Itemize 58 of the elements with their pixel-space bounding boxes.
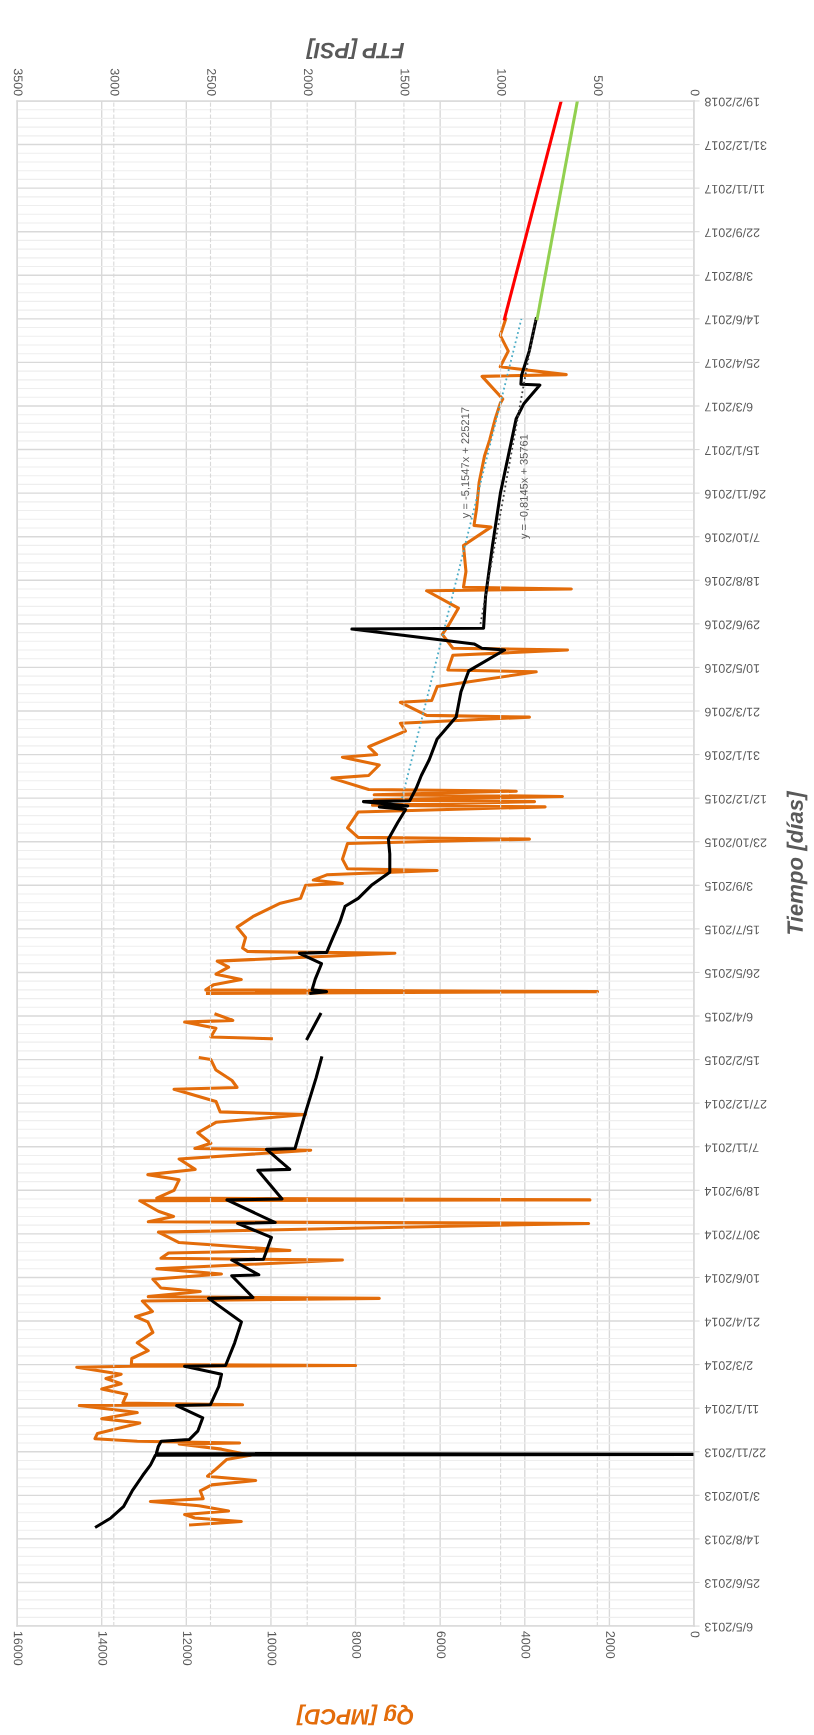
y-tick-label: 21/3/2016 [704,707,760,717]
y-tick-label: 25/6/2013 [704,1579,760,1589]
x2-tick-label: 3500 [13,68,23,96]
x-tick-label: 12000 [182,1631,192,1666]
y-axis-title: Tiempo [días] [786,790,808,934]
x2-tick-label: 1500 [400,69,410,96]
y-tick-label: 21/4/2014 [704,1317,760,1327]
y-tick-label: 27/12/2014 [704,1099,767,1109]
x2-axis-title: FTP [PSI] [305,38,405,60]
x2-tick-label: 3000 [110,68,120,96]
annotation: y = -5,1547x + 225217 [461,407,472,519]
y-tick-label: 6/4/2015 [704,1012,753,1022]
x2-tick-label: 2500 [207,68,216,96]
x2-tick-label: 2000 [303,68,313,96]
y-tick-label: 26/5/2015 [704,969,760,979]
x-tick-label: 10000 [267,1631,277,1666]
y-tick-label: 22/11/2013 [704,1448,766,1458]
y-tick-label: 11/1/2014 [704,1404,759,1414]
x-tick-label: 8000 [352,1631,362,1659]
y-tick-label: 7/11/2014 [704,1143,759,1153]
y-tick-label: 22/9/2017 [705,228,760,238]
y-tick-label: 29/6/2016 [704,620,760,630]
y-tick-label: 18/8/2016 [704,576,760,587]
y-tick-label: 15/2/2015 [704,1056,760,1066]
x-tick-label: 16000 [13,1631,23,1666]
y-tick-label: 2/3/2014 [704,1361,753,1371]
y-tick-label: 23/10/2015 [704,838,767,848]
y-tick-label: 6/3/2017 [705,402,753,412]
y-tick-label: 15/1/2017 [705,446,760,456]
x-axis-title: Qg [MPCD] [296,1704,414,1726]
y-tick-label: 11/11/2017 [705,184,765,194]
y-tick-label: 25/4/2017 [705,359,760,369]
y-tick-label: 19/2/2018 [704,97,760,107]
x-tick-label: 14000 [98,1631,108,1666]
y-tick-label: 10/6/2014 [704,1274,760,1284]
x2-tick-label: 500 [593,75,603,96]
y-tick-label: 3/9/2015 [704,881,753,892]
y-tick-label: 31/1/2016 [704,751,760,761]
x2-tick-label: 0 [690,89,700,96]
y-tick-label: 18/9/2014 [704,1186,760,1197]
x2-tick-label: 1000 [497,69,507,96]
annotation: y = -0,8145x + 35761 [519,434,530,540]
y-tick-label: 12/12/2015 [704,794,767,804]
y-tick-label: 14/8/2013 [704,1535,760,1545]
y-tick-label: 26/11/2016 [704,489,766,499]
x-tick-label: 2000 [606,1631,615,1659]
y-tick-label: 6/5/2013 [704,1622,753,1632]
y-tick-label: 3/8/2017 [705,271,753,282]
y-tick-label: 7/10/2016 [704,533,760,543]
y-tick-label: 31/12/2017 [705,141,767,151]
x-tick-label: 6000 [436,1631,446,1659]
y-tick-label: 14/6/2017 [705,315,760,325]
x-tick-label: 4000 [521,1631,531,1659]
x-tick-label: 0 [690,1631,700,1638]
y-tick-label: 3/10/2013 [704,1491,760,1502]
y-tick-label: 10/5/2016 [704,664,760,674]
y-tick-label: 15/7/2015 [704,925,760,935]
y-tick-label: 30/7/2014 [704,1230,760,1240]
